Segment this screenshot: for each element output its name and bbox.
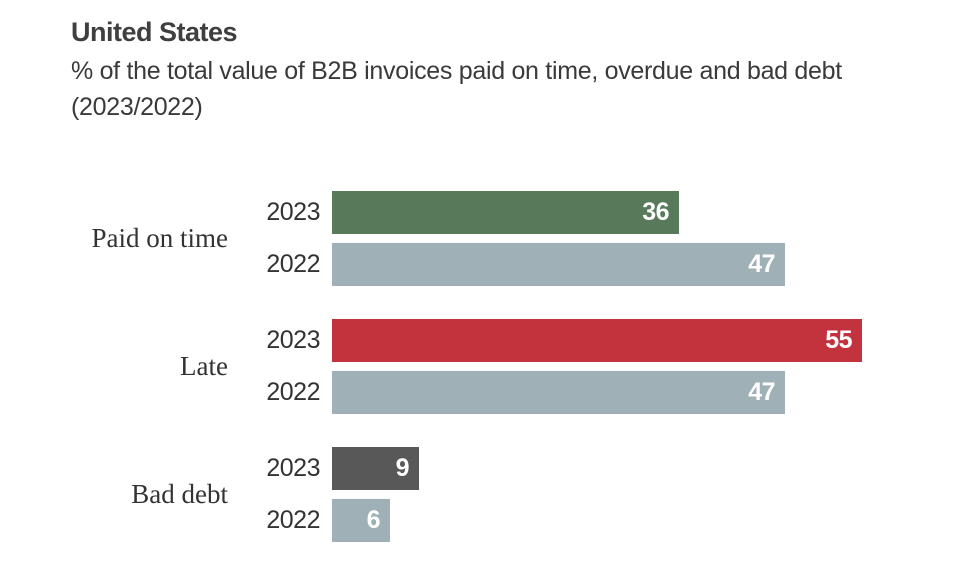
bar-group: Late 2023 55 2022 47 <box>0 319 962 414</box>
bar-groups: Paid on time 2023 36 2022 47 Late 2023 5 <box>0 191 962 542</box>
bar-row: 2023 36 <box>228 191 785 234</box>
value-label: 47 <box>748 378 775 406</box>
bar: 55 <box>332 319 862 362</box>
bar-row: 2023 55 <box>228 319 862 362</box>
year-label: 2022 <box>266 378 320 406</box>
bar-row: 2022 47 <box>228 371 862 414</box>
bar-group: Bad debt 2023 9 2022 6 <box>0 447 962 542</box>
value-label: 55 <box>825 326 852 354</box>
bar: 6 <box>332 499 390 542</box>
category-label: Late <box>180 351 228 381</box>
bar-row: 2023 9 <box>228 447 419 490</box>
category-label: Bad debt <box>131 479 228 509</box>
value-label: 47 <box>748 250 775 278</box>
chart-title: United States <box>71 17 238 47</box>
bar-rows: 2023 55 2022 47 <box>228 319 862 414</box>
value-label: 9 <box>395 454 410 482</box>
year-label: 2022 <box>266 506 320 534</box>
year-label: 2023 <box>266 454 320 482</box>
bar: 36 <box>332 191 679 234</box>
bar-rows: 2023 36 2022 47 <box>228 191 785 286</box>
value-label: 36 <box>642 198 669 226</box>
year-label: 2023 <box>266 326 320 354</box>
bar-row: 2022 6 <box>228 499 419 542</box>
chart-subtitle: % of the total value of B2B invoices pai… <box>71 57 842 121</box>
bar-rows: 2023 9 2022 6 <box>228 447 419 542</box>
year-label: 2022 <box>266 250 320 278</box>
bar: 9 <box>332 447 419 490</box>
bar-row: 2022 47 <box>228 243 785 286</box>
bar-group: Paid on time 2023 36 2022 47 <box>0 191 962 286</box>
bar: 47 <box>332 243 785 286</box>
bar: 47 <box>332 371 785 414</box>
chart-header: United States % of the total value of B2… <box>0 0 962 125</box>
year-label: 2023 <box>266 198 320 226</box>
category-label: Paid on time <box>91 223 229 253</box>
value-label: 6 <box>366 506 381 534</box>
